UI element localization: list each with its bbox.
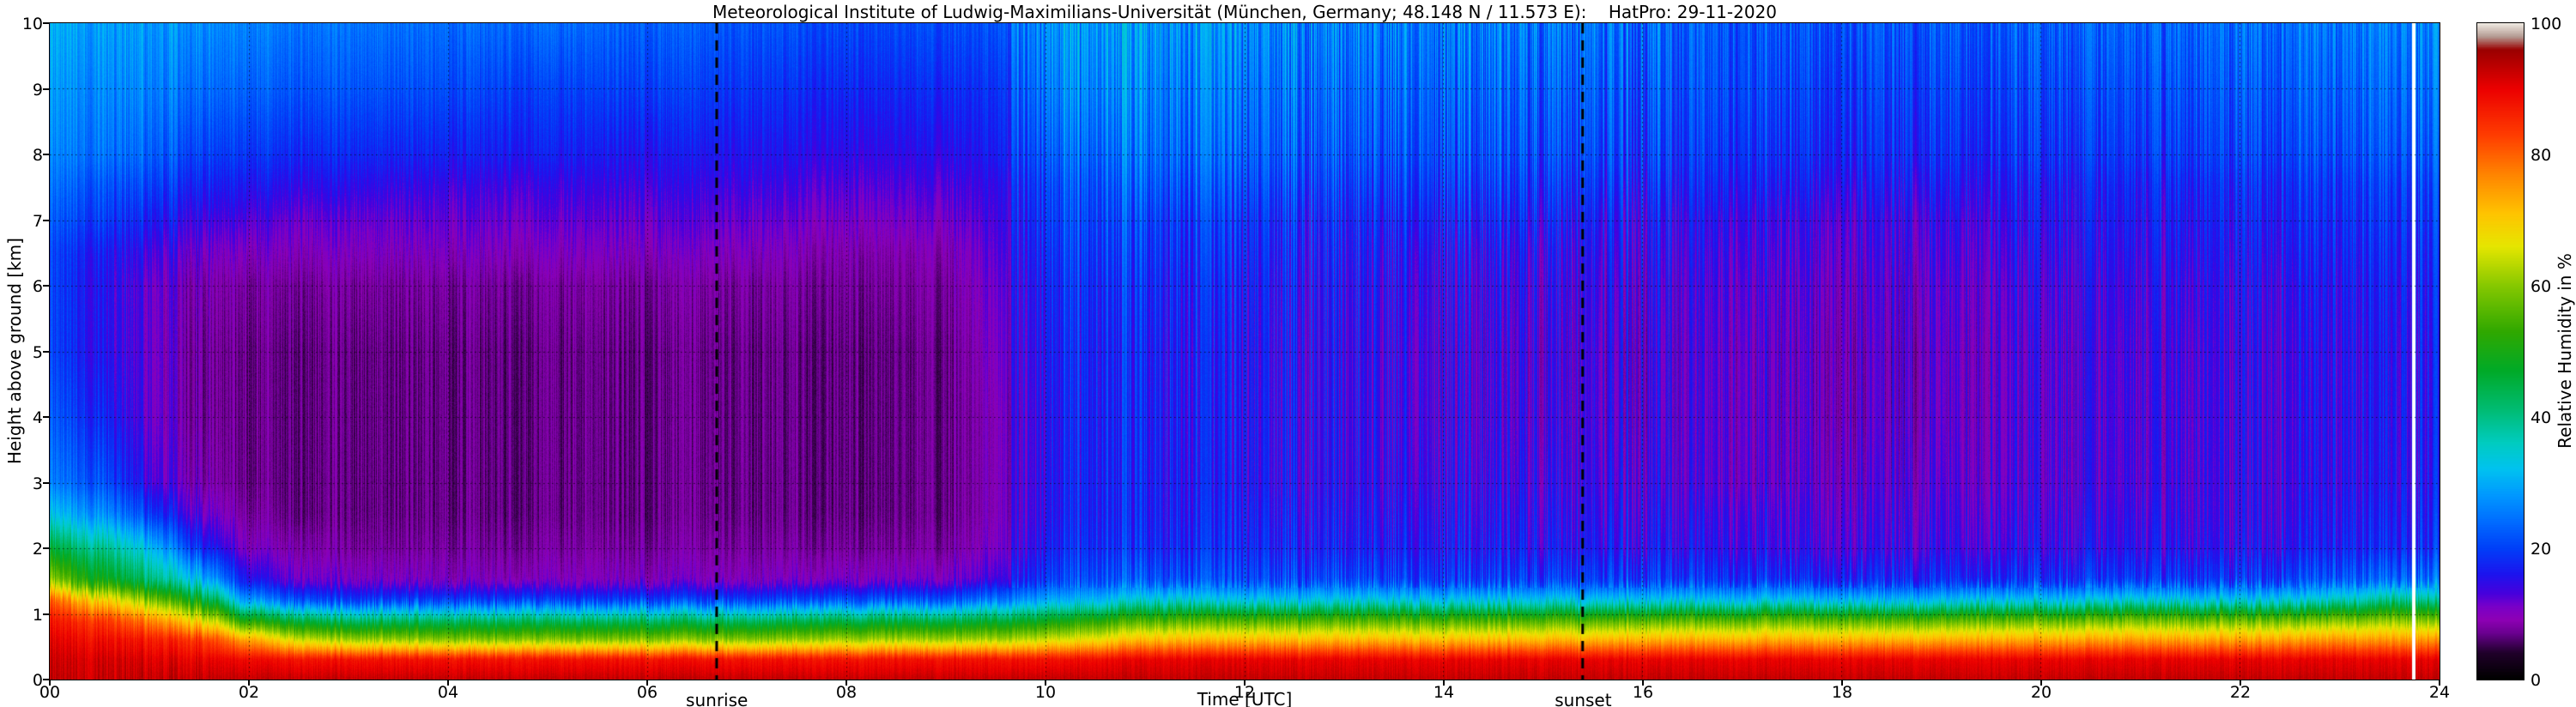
x-tick-label: 04 <box>437 683 459 702</box>
x-tick-label: 08 <box>835 683 858 702</box>
colorbar-label: Relative Humidity in % <box>2555 253 2575 449</box>
x-tick-mark <box>1841 680 1843 686</box>
y-tick-mark <box>43 285 49 287</box>
y-tick-mark <box>43 416 49 418</box>
x-tick-label: 24 <box>2428 683 2451 702</box>
y-tick-mark <box>43 547 49 549</box>
x-tick-label: 10 <box>1034 683 1057 702</box>
heatmap-canvas <box>49 22 2440 680</box>
x-tick-label: 00 <box>39 683 61 702</box>
x-tick-label: 06 <box>636 683 658 702</box>
x-tick-mark <box>1244 680 1246 686</box>
y-tick-label: 7 <box>32 211 43 231</box>
x-tick-label: 12 <box>1233 683 1256 702</box>
y-tick-label: 4 <box>32 408 43 427</box>
x-tick-mark <box>2439 680 2440 686</box>
y-tick-label: 5 <box>32 342 43 362</box>
x-tick-mark <box>846 680 847 686</box>
x-tick-mark <box>2240 680 2241 686</box>
colorbar-tick-label: 0 <box>2531 671 2542 690</box>
x-axis-label: Time [UTC] <box>1197 689 1293 707</box>
y-tick-mark <box>43 88 49 90</box>
y-tick-mark <box>43 22 49 24</box>
y-tick-mark <box>43 679 49 680</box>
y-tick-label: 8 <box>32 146 43 165</box>
y-tick-label: 1 <box>32 605 43 625</box>
y-tick-mark <box>43 481 49 484</box>
x-tick-label: 18 <box>1831 683 1853 702</box>
colorbar-canvas <box>2476 22 2524 680</box>
colorbar-tick-label: 80 <box>2531 146 2552 165</box>
x-tick-mark <box>49 680 51 686</box>
sunset-label: sunset <box>1555 690 1612 707</box>
y-tick-label: 9 <box>32 80 43 100</box>
x-tick-mark <box>447 680 449 686</box>
x-tick-mark <box>248 680 250 686</box>
colorbar-tick-label: 40 <box>2531 408 2552 427</box>
y-tick-label: 2 <box>32 540 43 559</box>
colorbar-tick-label: 20 <box>2531 540 2552 559</box>
x-tick-label: 22 <box>2229 683 2252 702</box>
x-tick-mark <box>1642 680 1644 686</box>
y-tick-mark <box>43 350 49 353</box>
y-tick-label: 0 <box>32 671 43 690</box>
x-tick-label: 20 <box>2030 683 2052 702</box>
x-tick-label: 02 <box>238 683 260 702</box>
y-tick-mark <box>43 154 49 155</box>
y-tick-mark <box>43 219 49 221</box>
x-tick-label: 14 <box>1433 683 1455 702</box>
colorbar-tick-label: 100 <box>2531 15 2562 33</box>
x-tick-mark <box>2040 680 2042 686</box>
colorbar-tick-label: 60 <box>2531 277 2552 296</box>
sunrise-label: sunrise <box>686 690 749 707</box>
x-tick-mark <box>646 680 648 686</box>
x-tick-mark <box>1443 680 1445 686</box>
x-tick-label: 16 <box>1632 683 1654 702</box>
y-tick-label: 10 <box>21 15 43 33</box>
y-tick-mark <box>43 613 49 615</box>
y-tick-label: 6 <box>32 277 43 296</box>
x-tick-mark <box>1045 680 1046 686</box>
y-tick-label: 3 <box>32 474 43 493</box>
chart-title: Meteorological Institute of Ludwig-Maxim… <box>712 2 1778 22</box>
